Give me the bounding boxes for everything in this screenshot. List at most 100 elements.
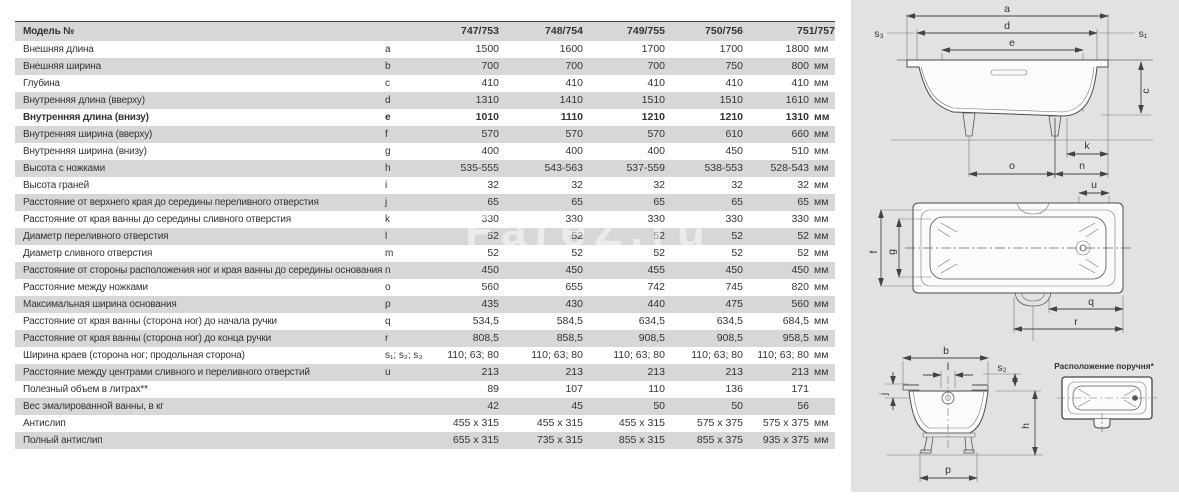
value-cell: 52: [571, 230, 583, 242]
table-row: Внешняя длина a 1500 1600 1700 1700 1800 мм: [15, 41, 835, 58]
row-letter: f: [385, 129, 388, 140]
value-cell: 110; 63; 80: [531, 349, 583, 361]
value-cell: 32: [571, 179, 583, 191]
value-cell: 213: [647, 366, 665, 378]
value-cell: 808,5: [472, 332, 499, 344]
value-cell: 330: [481, 213, 499, 225]
table-row: Высота граней i 32 32 32 32 32 мм: [15, 177, 835, 194]
value-cell: 213: [481, 366, 499, 378]
row-label: Антислип: [23, 418, 66, 429]
value-cell: 1600: [559, 43, 583, 55]
value-cell: 750: [725, 60, 743, 72]
value-cell: 400: [647, 145, 665, 157]
grip-position-diagram: Расположение поручня*: [1054, 361, 1157, 432]
value-cell: 455 x 315: [536, 417, 583, 429]
value-cell: 171: [791, 383, 809, 395]
value-cell: 450 мм: [791, 264, 829, 276]
dim-label-s1: s₁: [1139, 28, 1148, 40]
value-cell: 52: [653, 230, 665, 242]
row-letter: [385, 432, 415, 449]
row-letter: u: [385, 367, 391, 378]
dim-label-s3: s₃: [874, 28, 884, 40]
end-view-diagram: b l s₂ j: [878, 345, 1043, 482]
row-label: Внутренняя ширина (вверху): [23, 129, 153, 140]
row-letter: c: [385, 78, 390, 89]
value-cell: 65: [571, 196, 583, 208]
value-cell: 65: [487, 196, 499, 208]
dim-label-a: a: [1004, 3, 1010, 15]
value-cell: 1310 мм: [785, 111, 830, 123]
table-row: Ширина краев (сторона ног; продольная ст…: [15, 347, 835, 364]
value-cell: 634,5: [716, 315, 743, 327]
value-cell: 110: [648, 383, 665, 395]
value-cell: 410: [647, 77, 665, 89]
value-cell: 213: [565, 366, 583, 378]
table-row: Расстояние от края ванны (сторона ног) д…: [15, 330, 835, 347]
table-row: Максимальная ширина основания p 435 430 440 4…: [15, 296, 835, 313]
table-row: Расстояние от верхнего края до середины …: [15, 194, 835, 211]
table-row: Расстояние между ножками o 560 655 742 745 820…: [15, 279, 835, 296]
value-cell: 435: [481, 298, 499, 310]
table-row: Внешняя ширина b 700 700 700 750 800 мм: [15, 58, 835, 75]
value-cell: 1510: [641, 94, 665, 106]
value-cell: 410: [481, 77, 499, 89]
value-cell: 110; 63; 80 мм: [757, 349, 829, 361]
row-label: Высота граней: [23, 180, 89, 191]
value-cell: 455 x 315: [618, 417, 665, 429]
value-cell: 537-559: [626, 162, 665, 174]
value-cell: 735 x 315: [536, 434, 583, 446]
row-letter: [385, 415, 415, 432]
value-cell: 855 x 375: [696, 434, 743, 446]
value-cell: 908,5: [638, 332, 665, 344]
value-cell: 330: [725, 213, 743, 225]
row-letter: s₁; s₂; s₃: [385, 350, 423, 361]
dim-label-c: c: [1140, 88, 1152, 93]
value-cell: 700: [481, 60, 499, 72]
value-cell: 855 x 315: [618, 434, 665, 446]
value-cell: 700: [565, 60, 583, 72]
value-cell: 107: [565, 383, 583, 395]
row-letter: [385, 398, 415, 415]
spec-table: Модель № 747/753 748/754 749/755 750/756…: [15, 21, 835, 449]
value-cell: 1500: [475, 43, 499, 55]
table-row: Расстояние от края ванны (сторона ног) д…: [15, 313, 835, 330]
table-row: Полезный объем в литрах** 89 107 110 136 171: [15, 381, 835, 398]
value-cell: 89: [487, 383, 499, 395]
row-letter: d: [385, 95, 391, 106]
value-cell: 400: [565, 145, 583, 157]
dimension-diagrams-panel: a d s₃ s₁ e c: [851, 0, 1179, 492]
row-letter: b: [385, 61, 391, 72]
value-cell: 42: [487, 400, 499, 412]
row-label: Внешняя длина: [23, 44, 94, 55]
value-cell: 575 x 375: [696, 417, 743, 429]
row-letter: l: [385, 231, 388, 242]
row-letter: r: [385, 333, 389, 344]
value-cell: 660 мм: [791, 128, 829, 140]
row-label: Ширина краев (сторона ног; продольная ст…: [23, 350, 245, 361]
table-row: Полный антислип 655 x 315 735 x 315 855 x 3…: [15, 432, 835, 449]
table-row: Расстояние между центрами сливного и пер…: [15, 364, 835, 381]
row-letter: m: [385, 248, 394, 259]
table-row: Высота с ножками h 535-555 543-563 537-559 53…: [15, 160, 835, 177]
row-label: Вес эмалированной ванны, в кг: [23, 401, 164, 412]
table-row: Антислип 455 x 315 455 x 315 455 x 315 575 x…: [15, 415, 835, 432]
value-cell: 858,5: [556, 332, 583, 344]
value-cell: 52: [487, 230, 499, 242]
value-cell: 52 мм: [797, 247, 829, 259]
dim-label-p: p: [945, 464, 951, 476]
table-header-row: Модель № 747/753 748/754 749/755 750/756…: [15, 22, 835, 41]
value-cell: 534,5: [472, 315, 499, 327]
value-cell: 450: [565, 264, 583, 276]
value-cell: 908,5: [716, 332, 743, 344]
value-cell: 110; 63; 80: [691, 349, 743, 361]
value-cell: 560: [481, 281, 499, 293]
value-cell: 65: [731, 196, 743, 208]
row-label: Расстояние от стороны расположения ног и…: [23, 265, 383, 276]
header-letter-spacer: [385, 22, 415, 41]
value-cell: 700: [647, 60, 665, 72]
value-cell: 56: [797, 400, 809, 412]
row-label: Диаметр сливного отверстия: [23, 248, 153, 259]
row-letter: p: [385, 299, 391, 310]
dim-label-o: o: [1009, 160, 1015, 172]
value-cell: 136: [725, 383, 743, 395]
